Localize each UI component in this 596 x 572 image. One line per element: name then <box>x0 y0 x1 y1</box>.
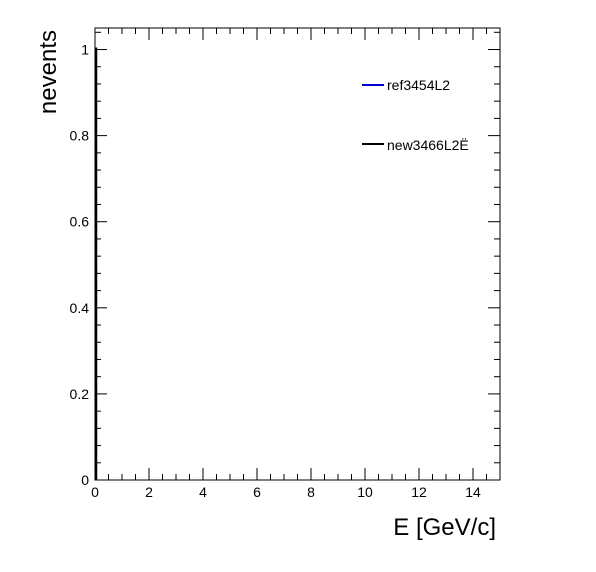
y-axis-ticks <box>95 31 500 481</box>
x-axis-tick-labels: 0 2 4 6 8 10 12 14 <box>91 484 481 500</box>
y-axis-title: nevents <box>35 30 62 114</box>
y-tick-label: 0.8 <box>70 128 90 144</box>
x-tick-label: 0 <box>91 484 99 500</box>
x-tick-label: 10 <box>357 484 373 500</box>
y-tick-label: 0.4 <box>70 300 90 316</box>
y-axis-tick-labels: 0 0.2 0.4 0.6 0.8 1 <box>70 42 90 488</box>
legend: ref3454L2 new3466L2Ë <box>362 77 469 153</box>
legend-label-new3466L2: new3466L2Ë <box>387 137 469 153</box>
x-axis-title: E [GeV/c] <box>393 514 496 541</box>
x-tick-label: 14 <box>465 484 481 500</box>
plot-frame <box>94 27 501 481</box>
x-tick-label: 6 <box>253 484 261 500</box>
y-tick-label: 1 <box>81 42 89 58</box>
y-tick-label: 0.2 <box>70 386 90 402</box>
y-tick-label: 0 <box>81 472 89 488</box>
x-axis-ticks <box>94 28 501 480</box>
x-tick-label: 12 <box>411 484 427 500</box>
y-tick-label: 0.6 <box>70 214 90 230</box>
x-tick-label: 2 <box>145 484 153 500</box>
legend-label-ref3454L2: ref3454L2 <box>387 77 450 93</box>
x-tick-label: 8 <box>307 484 315 500</box>
x-tick-label: 4 <box>199 484 207 500</box>
